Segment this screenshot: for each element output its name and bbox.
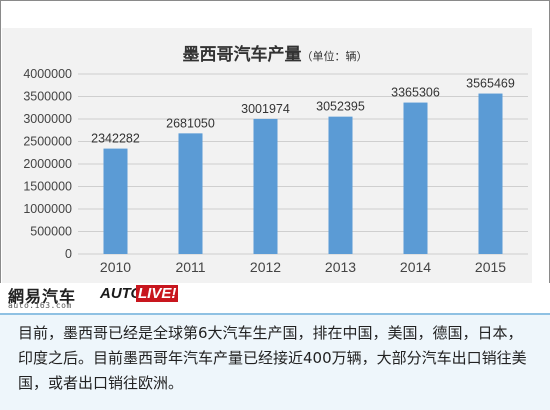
- bar: [328, 116, 353, 254]
- bar: [103, 148, 128, 254]
- y-tick-label: 1000000: [23, 202, 72, 216]
- chart-title: 墨西哥汽车产量（单位：辆）: [0, 40, 550, 65]
- chart-title-text: 墨西哥汽车产量: [182, 45, 302, 65]
- y-tick-label: 2000000: [23, 157, 72, 171]
- netease-logo-text: 網易汽车: [8, 287, 77, 306]
- data-label: 2342282: [91, 132, 140, 146]
- x-tick-label: 2010: [100, 259, 131, 275]
- bar-chart: 0 500000 1000000 1500000 2000000 2500000 30000…: [23, 67, 528, 275]
- caption-box: 目前，墨西哥已经是全球第6大汽车生产国，排在中国，美国，德国，日本，印度之后。目…: [0, 313, 550, 410]
- x-tick-label: 2011: [175, 259, 205, 275]
- bar: [478, 93, 503, 254]
- x-tick-label: 2015: [475, 259, 506, 275]
- chart-unit-note: （单位：辆）: [301, 50, 368, 63]
- x-tick-label: 2012: [250, 259, 281, 275]
- y-tick-label: 0: [65, 247, 72, 261]
- netease-auto-logo: 網易汽车 auto.163.com: [8, 283, 90, 310]
- y-tick-label: 3000000: [23, 112, 72, 126]
- caption-text: 目前，墨西哥已经是全球第6大汽车生产国，排在中国，美国，德国，日本，印度之后。目…: [18, 324, 527, 392]
- data-label: 3565469: [466, 77, 515, 91]
- netease-logo-url: auto.163.com: [8, 301, 72, 310]
- auto-live-logo: AUTO LIVE!: [100, 285, 179, 307]
- data-label: 2681050: [166, 116, 215, 130]
- bar: [403, 102, 428, 254]
- x-tick-label: 2014: [400, 259, 431, 275]
- data-label: 3052395: [316, 100, 365, 114]
- data-label: 3001974: [241, 102, 290, 116]
- y-tick-label: 2500000: [23, 135, 72, 149]
- bar: [253, 118, 278, 255]
- auto-live-logo-auto: AUTO: [100, 285, 143, 302]
- x-tick-label: 2013: [325, 259, 356, 275]
- y-tick-label: 1500000: [23, 180, 72, 194]
- bar: [178, 133, 203, 254]
- auto-live-logo-live: LIVE!: [136, 285, 179, 302]
- y-tick-label: 3500000: [23, 90, 72, 104]
- y-tick-label: 500000: [30, 225, 72, 239]
- data-label: 3365306: [391, 86, 440, 100]
- y-tick-label: 4000000: [23, 67, 72, 81]
- brand-strip: 網易汽车 auto.163.com AUTO LIVE!: [0, 283, 550, 313]
